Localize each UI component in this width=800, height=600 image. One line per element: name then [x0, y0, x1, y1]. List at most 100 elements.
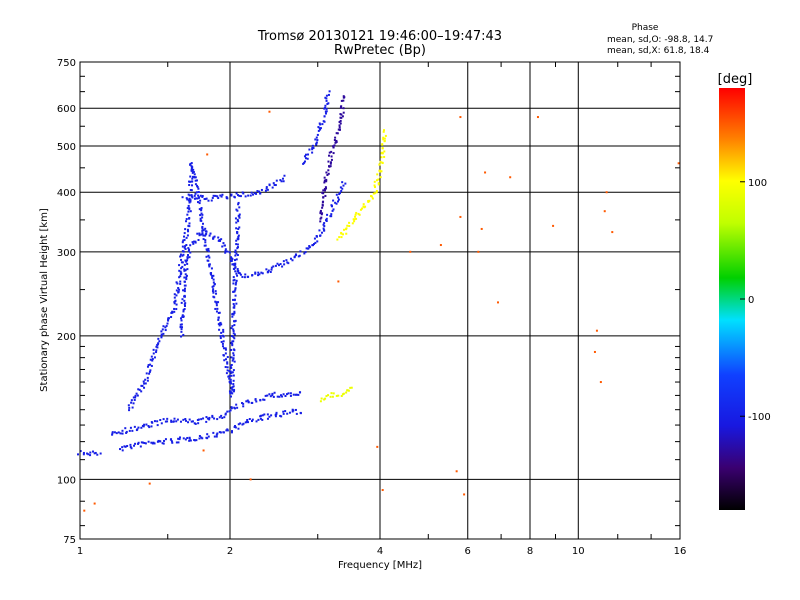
plot-area-frame — [79, 61, 681, 540]
data-point — [188, 201, 191, 204]
data-point — [96, 453, 99, 456]
data-point — [218, 416, 221, 419]
data-point — [191, 241, 194, 244]
data-point — [236, 274, 239, 277]
data-point — [157, 342, 160, 345]
data-point — [201, 213, 204, 216]
data-point — [148, 426, 151, 429]
data-point — [204, 234, 207, 237]
data-point — [204, 239, 207, 242]
data-point — [268, 393, 271, 396]
data-point — [170, 316, 173, 319]
data-point — [190, 189, 193, 192]
data-point — [361, 207, 364, 210]
data-point — [175, 420, 178, 423]
y-tick-label: 200 — [57, 332, 76, 343]
data-point — [231, 342, 234, 345]
data-point — [341, 115, 344, 118]
data-point — [182, 289, 185, 292]
data-point — [143, 382, 146, 385]
data-point — [210, 199, 213, 202]
data-point — [136, 428, 139, 431]
data-point — [180, 335, 183, 338]
data-point — [338, 121, 341, 124]
data-point — [236, 243, 239, 246]
data-point — [201, 227, 204, 230]
data-point — [329, 162, 332, 165]
data-point — [191, 177, 194, 180]
data-point — [209, 272, 212, 275]
data-point — [273, 183, 276, 186]
data-point — [202, 449, 205, 452]
data-point — [321, 212, 324, 215]
data-point — [270, 266, 273, 269]
data-point — [215, 301, 218, 304]
data-point — [455, 470, 458, 473]
data-point — [196, 186, 199, 189]
data-point — [241, 275, 244, 278]
data-point — [188, 256, 191, 259]
data-point — [316, 139, 319, 142]
data-point — [330, 150, 333, 153]
data-point — [323, 188, 326, 191]
data-point — [254, 272, 257, 275]
data-point — [595, 329, 598, 332]
data-point — [124, 427, 127, 430]
data-point — [259, 399, 262, 402]
data-point — [196, 197, 199, 200]
data-point — [175, 294, 178, 297]
data-point — [182, 239, 185, 242]
data-point — [323, 398, 326, 401]
data-point — [187, 230, 190, 233]
data-point — [325, 180, 328, 183]
data-point — [339, 186, 342, 189]
data-point — [340, 190, 343, 193]
data-point — [291, 259, 294, 262]
data-point — [291, 408, 294, 411]
data-point — [232, 276, 235, 279]
data-point — [171, 311, 174, 314]
data-point — [325, 94, 328, 97]
y-tick-label: 400 — [57, 188, 76, 199]
x-tick-label: 8 — [527, 546, 533, 557]
data-point — [195, 439, 198, 442]
data-point — [223, 359, 226, 362]
data-point — [226, 356, 229, 359]
data-point — [327, 172, 330, 175]
data-point — [328, 154, 331, 157]
data-point — [273, 391, 276, 394]
data-point — [234, 266, 237, 269]
data-point — [306, 157, 309, 160]
data-point — [299, 250, 302, 253]
data-point — [271, 392, 274, 395]
data-point — [350, 386, 353, 389]
data-point — [219, 335, 222, 338]
data-point — [162, 325, 165, 328]
data-point — [166, 420, 169, 423]
data-point — [229, 409, 232, 412]
data-point — [311, 151, 314, 154]
data-point — [196, 232, 199, 235]
data-point — [362, 205, 365, 208]
data-point — [177, 437, 180, 440]
data-point — [234, 407, 237, 410]
data-point — [217, 301, 220, 304]
data-point — [192, 171, 195, 174]
data-point — [234, 288, 237, 291]
data-point — [215, 310, 218, 313]
data-point — [334, 136, 337, 139]
data-point — [244, 273, 247, 276]
data-point — [325, 217, 328, 220]
data-point — [211, 414, 214, 417]
data-point — [230, 374, 233, 377]
data-point — [237, 194, 240, 197]
data-point — [383, 129, 386, 132]
data-point — [201, 232, 204, 235]
data-point — [178, 269, 181, 272]
data-point — [382, 130, 385, 133]
data-point — [156, 424, 159, 427]
data-point — [233, 388, 236, 391]
data-point — [305, 247, 308, 250]
data-point — [199, 194, 202, 197]
data-point — [176, 418, 179, 421]
